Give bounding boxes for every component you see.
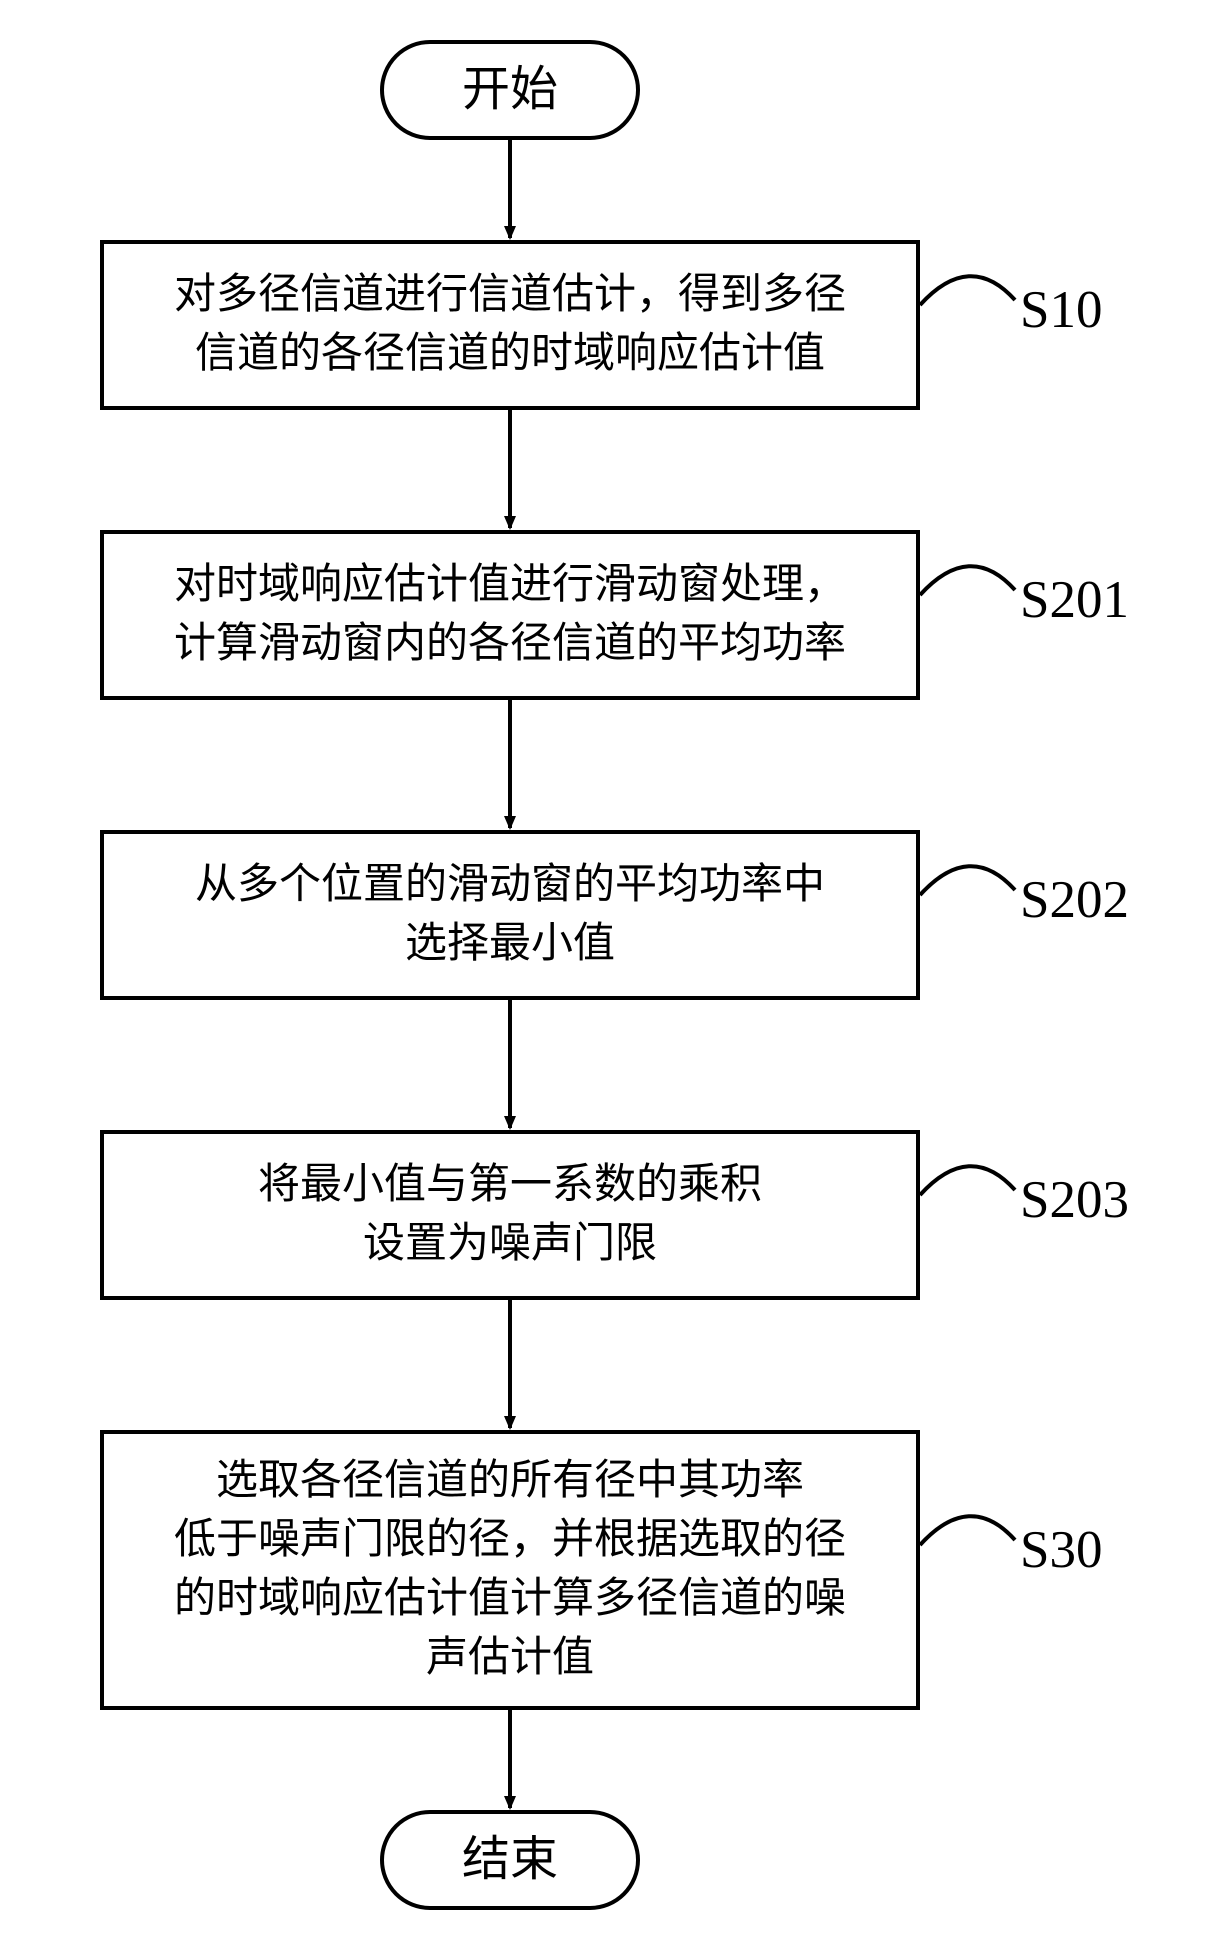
process-s30-text: 选取各径信道的所有径中其功率 低于噪声门限的径，并根据选取的径 的时域响应估计值…	[174, 1452, 846, 1687]
process-s202: 从多个位置的滑动窗的平均功率中 选择最小值	[100, 830, 920, 1000]
flowchart-canvas: 开始 对多径信道进行信道估计，得到多径 信道的各径信道的时域响应估计值 对时域响…	[0, 0, 1229, 1951]
process-s203: 将最小值与第一系数的乘积 设置为噪声门限	[100, 1130, 920, 1300]
start-text: 开始	[462, 56, 558, 123]
process-s202-text: 从多个位置的滑动窗的平均功率中 选择最小值	[195, 856, 825, 974]
end-terminator: 结束	[380, 1810, 640, 1910]
label-s30: S30	[1020, 1520, 1102, 1580]
process-s30: 选取各径信道的所有径中其功率 低于噪声门限的径，并根据选取的径 的时域响应估计值…	[100, 1430, 920, 1710]
start-terminator: 开始	[380, 40, 640, 140]
end-text: 结束	[462, 1826, 558, 1893]
process-s10: 对多径信道进行信道估计，得到多径 信道的各径信道的时域响应估计值	[100, 240, 920, 410]
label-s201: S201	[1020, 570, 1129, 630]
process-s10-text: 对多径信道进行信道估计，得到多径 信道的各径信道的时域响应估计值	[174, 266, 846, 384]
process-s201: 对时域响应估计值进行滑动窗处理， 计算滑动窗内的各径信道的平均功率	[100, 530, 920, 700]
label-s10: S10	[1020, 280, 1102, 340]
process-s203-text: 将最小值与第一系数的乘积 设置为噪声门限	[258, 1156, 762, 1274]
label-s203: S203	[1020, 1170, 1129, 1230]
process-s201-text: 对时域响应估计值进行滑动窗处理， 计算滑动窗内的各径信道的平均功率	[174, 556, 846, 674]
label-s202: S202	[1020, 870, 1129, 930]
